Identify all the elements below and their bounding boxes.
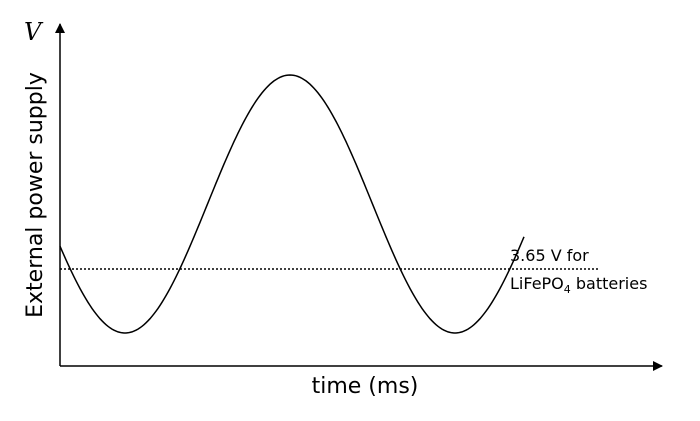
y-symbol: V bbox=[24, 18, 44, 46]
annotation-subscript: 4 bbox=[564, 283, 571, 296]
voltage-curve bbox=[59, 74, 525, 334]
y-axis-label: External power supply bbox=[23, 72, 48, 318]
annotation-rest: batteries bbox=[571, 274, 648, 293]
annotation-line1: 3.65 V for bbox=[510, 246, 589, 265]
annotation-line2: LiFePO4 batteries bbox=[510, 274, 647, 296]
annotation-text: LiFePO bbox=[510, 274, 564, 293]
x-axis-label: time (ms) bbox=[312, 374, 419, 399]
